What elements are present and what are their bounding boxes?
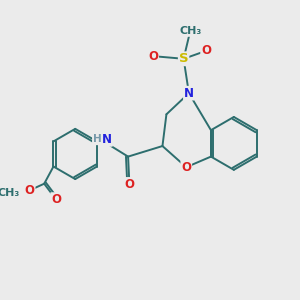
Text: O: O [25, 184, 35, 197]
Text: O: O [51, 193, 61, 206]
Text: N: N [184, 87, 194, 100]
Text: O: O [124, 178, 134, 191]
Text: H: H [93, 134, 101, 144]
Text: S: S [179, 52, 188, 65]
Text: CH₃: CH₃ [0, 188, 20, 198]
Text: O: O [148, 50, 158, 63]
Text: O: O [201, 44, 211, 57]
Text: O: O [181, 161, 191, 174]
Text: CH₃: CH₃ [179, 26, 201, 36]
Text: N: N [102, 133, 112, 146]
